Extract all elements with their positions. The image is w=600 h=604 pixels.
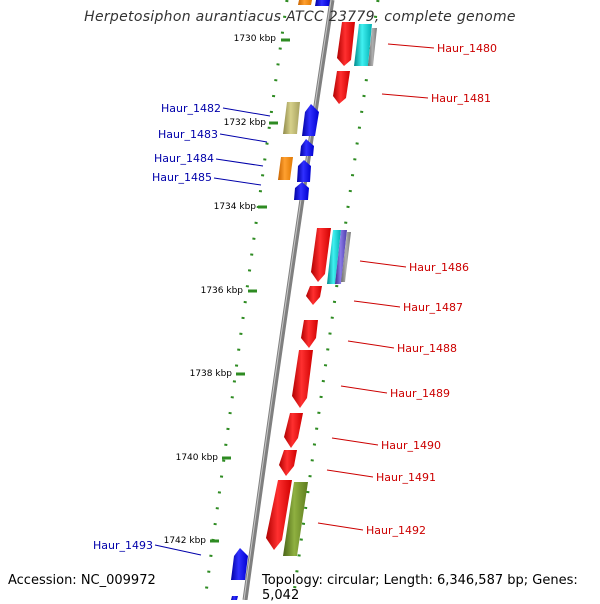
accession-text: Accession: NC_009972 [8,573,156,588]
gene-label[interactable]: Haur_1492 [366,524,426,537]
gene-haur-1491[interactable] [279,450,297,476]
gene-label[interactable]: Haur_1484 [154,152,214,165]
gene-label[interactable]: Haur_1481 [431,92,491,105]
gene-gray[interactable] [368,28,377,66]
gene-cyan[interactable] [327,230,341,284]
gene-slate[interactable] [335,230,347,284]
genome-title: Herpetosiphon aurantiacus ATCC 23779, co… [84,9,516,25]
gene-label[interactable]: Haur_1493 [93,539,153,552]
gene-haur-1487[interactable] [306,286,322,305]
forward-gene-labels: Haur_1480 Haur_1481 Haur_1486 Haur_1487 … [366,42,497,537]
gene-label[interactable]: Haur_1491 [376,471,436,484]
gene-haur-1493[interactable] [231,548,248,580]
leader-line [213,177,262,186]
reverse-strand-genes [231,102,319,600]
scale-label: 1734 kbp [214,202,257,212]
genome-backbone-highlight [243,0,332,601]
scale-label: 1738 kbp [190,369,233,379]
gene-haur-1480[interactable] [337,22,355,66]
forward-strand-genes [266,0,377,556]
scale-labels: 1730 kbp 1732 kbp 1734 kbp 1736 kbp 1738… [164,34,277,546]
gene-haur-1488[interactable] [301,320,318,348]
gene-khaki[interactable] [283,102,300,134]
gene-gray[interactable] [341,232,351,282]
leader-line [317,522,364,531]
gene-haur-1481[interactable] [333,71,350,104]
gene-blue[interactable] [231,596,238,600]
gene-label[interactable]: Haur_1485 [152,171,212,184]
leader-line [340,385,388,394]
leader-line [353,300,401,308]
gene-label[interactable]: Haur_1488 [397,342,457,355]
gene-haur-1486[interactable] [311,228,331,282]
gene-haur-1484[interactable] [297,160,311,182]
gene-blue[interactable] [315,0,330,6]
scale-label: 1740 kbp [176,453,219,463]
gene-cyan[interactable] [354,24,372,66]
reverse-leader-lines [154,107,271,556]
leader-line [359,260,407,268]
forward-leader-lines [317,43,435,531]
leader-line [154,544,202,556]
leader-line [347,340,395,349]
gene-haur-1483[interactable] [300,139,314,156]
gene-olive[interactable] [283,482,308,556]
gene-label[interactable]: Haur_1482 [161,102,221,115]
gene-orange[interactable] [298,0,312,5]
leader-line [222,107,271,117]
leader-line [331,437,379,446]
genome-backbone [242,0,335,601]
gene-haur-1489[interactable] [292,350,313,408]
gene-label[interactable]: Haur_1480 [437,42,497,55]
leader-line [387,43,435,49]
gene-label[interactable]: Haur_1490 [381,439,441,452]
topology-text: Topology: circular; Length: 6,346,587 bp… [262,573,578,603]
gene-haur-1485[interactable] [294,182,309,200]
leader-line [219,133,268,143]
leader-line [215,158,264,167]
scale-ticks [210,38,290,543]
scale-label: 1742 kbp [164,536,207,546]
scale-label: 1736 kbp [201,286,244,296]
scale-label: 1732 kbp [224,118,267,128]
gene-label[interactable]: Haur_1487 [403,301,463,314]
gene-haur-1490[interactable] [284,413,303,448]
leader-line [326,469,374,478]
reverse-gene-labels: Haur_1482 Haur_1483 Haur_1484 Haur_1485 … [93,102,221,552]
gene-orange[interactable] [278,157,293,180]
scale-label: 1730 kbp [234,34,277,44]
gene-label[interactable]: Haur_1489 [390,387,450,400]
gene-label[interactable]: Haur_1483 [158,128,218,141]
gene-haur-1492[interactable] [266,480,292,550]
leader-line [381,93,429,99]
gene-haur-1482[interactable] [302,104,319,136]
gene-label[interactable]: Haur_1486 [409,261,469,274]
